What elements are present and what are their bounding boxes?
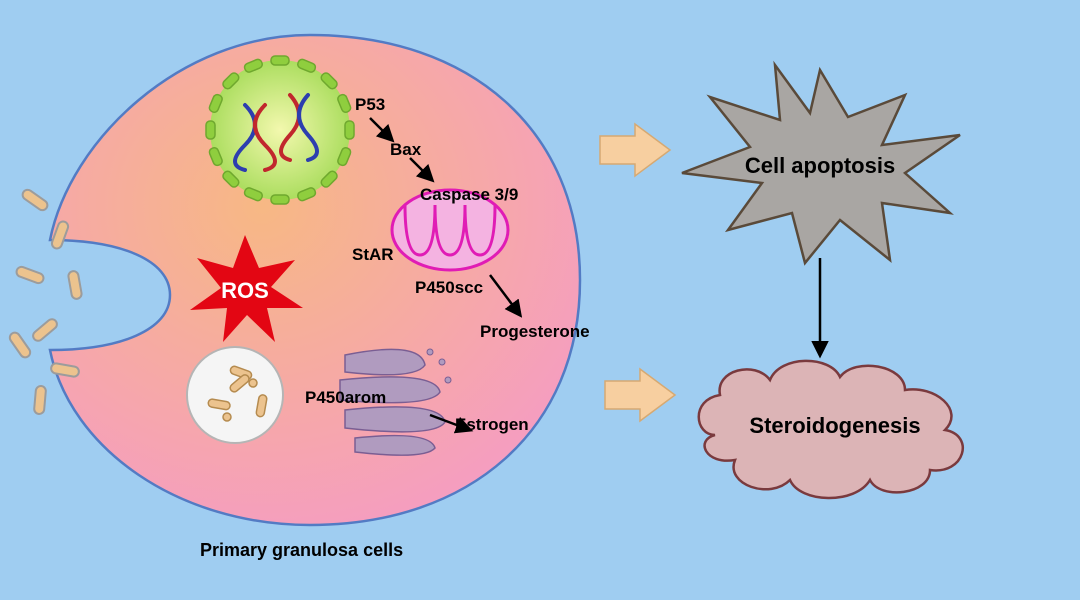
label-p450arom: P450arom: [305, 388, 386, 408]
diagram-svg: ROS: [0, 0, 1080, 600]
diagram-canvas: ROS: [0, 0, 1080, 600]
label-estrogen: Estrogen: [455, 415, 529, 435]
label-p450scc: P450scc: [415, 278, 483, 298]
label-progesterone: Progesterone: [480, 322, 590, 342]
label-star: StAR: [352, 245, 394, 265]
label-caspase: Caspase 3/9: [420, 185, 518, 205]
apoptosis-text: Cell apoptosis: [745, 153, 895, 178]
steroidogenesis-text: Steroidogenesis: [749, 413, 920, 438]
label-bax: Bax: [390, 140, 421, 160]
label-p53: P53: [355, 95, 385, 115]
vesicle: [187, 347, 283, 443]
label-cell: Primary granulosa cells: [200, 540, 403, 561]
ros-text: ROS: [221, 278, 269, 303]
nucleus: [206, 56, 354, 204]
